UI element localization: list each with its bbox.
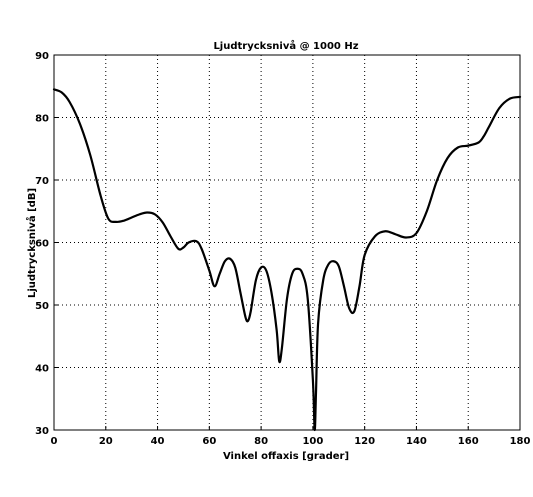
x-tick-label: 120	[354, 436, 375, 447]
x-tick-label: 0	[51, 436, 58, 447]
x-tick-label: 20	[99, 436, 113, 447]
x-tick-label: 100	[302, 436, 323, 447]
chart-title: Ljudtrycksnivå @ 1000 Hz	[213, 39, 358, 52]
x-tick-label: 180	[510, 436, 531, 447]
y-tick-label: 70	[35, 176, 49, 187]
x-tick-label: 140	[406, 436, 427, 447]
x-axis-label: Vinkel offaxis [grader]	[223, 451, 349, 462]
series-line-0	[52, 88, 522, 432]
grid	[54, 55, 520, 430]
y-tick-label: 30	[35, 426, 49, 437]
x-tick-label: 80	[254, 436, 268, 447]
x-tick-label: 60	[202, 436, 216, 447]
y-tick-label: 90	[35, 51, 49, 62]
y-tick-label: 50	[35, 301, 49, 312]
ticks: 0 20 40 60 80 100 120 140 160 180 30 40 50 60 70 80 90	[35, 51, 530, 447]
x-tick-label: 40	[151, 436, 165, 447]
y-axis-label: Ljudtrycksnivå [dB]	[25, 188, 38, 298]
y-tick-label: 40	[35, 364, 49, 375]
y-tick-label: 80	[35, 114, 49, 125]
y-tick-label: 60	[35, 239, 49, 250]
x-tick-label: 160	[458, 436, 479, 447]
series-layer	[52, 88, 522, 432]
